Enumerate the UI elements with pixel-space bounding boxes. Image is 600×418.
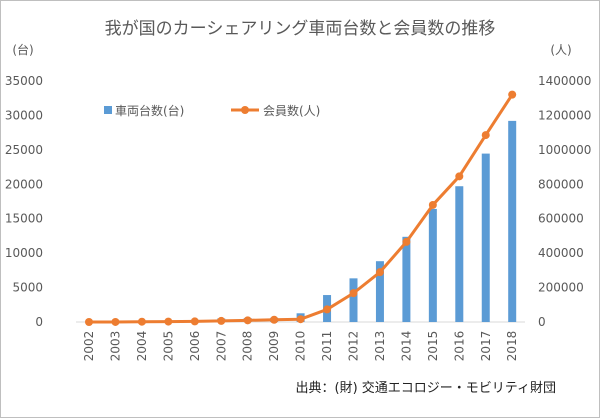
left-tick-label: 5000 [12,281,43,295]
bar-2012 [349,278,358,322]
bar-2018 [508,120,517,323]
x-tick-label: 2011 [320,331,334,362]
x-tick-label: 2018 [505,331,519,362]
member-point-2007 [217,316,226,325]
member-point-2014 [402,237,411,246]
member-point-2003 [111,317,120,326]
legend-bar-swatch [104,106,112,114]
bar-2017 [481,153,490,322]
x-tick-label: 2009 [267,331,281,362]
member-point-2011 [323,305,332,314]
member-point-2008 [243,316,252,325]
x-tick-label: 2005 [161,331,175,362]
right-tick-label: 200000 [538,281,584,295]
right-axis-unit: (人) [550,43,571,57]
member-point-2004 [137,317,146,326]
member-point-2012 [349,289,358,298]
x-tick-label: 2012 [347,331,361,362]
member-point-2002 [85,317,93,326]
x-tick-label: 2016 [452,331,466,362]
x-tick-label: 2007 [214,331,228,362]
x-tick-label: 2017 [479,331,493,362]
left-axis-unit: (台) [12,42,33,57]
x-tick-label: 2010 [294,331,308,362]
member-point-2005 [164,317,173,326]
legend-bar-label: 車両台数(台) [115,103,184,118]
bar-2014 [402,236,411,322]
member-point-2010 [296,315,305,324]
member-point-2017 [481,131,490,140]
left-tick-label: 10000 [5,246,43,260]
x-tick-label: 2004 [135,331,149,362]
x-tick-label: 2002 [82,331,96,362]
member-point-2016 [455,172,464,181]
left-tick-label: 20000 [5,177,43,191]
right-tick-label: 1200000 [538,108,591,122]
left-tick-label: 30000 [5,108,43,122]
x-tick-label: 2006 [188,331,202,362]
bar-2013 [375,261,384,322]
member-point-2006 [190,317,199,326]
x-tick-label: 2015 [426,331,440,362]
bar-2015 [428,208,437,322]
member-line [88,93,514,324]
member-point-2009 [270,315,279,324]
right-tick-label: 600000 [538,212,584,226]
right-tick-label: 1000000 [538,143,591,157]
x-tick-label: 2003 [108,331,122,362]
legend-line-label: 会員数(人) [263,103,320,118]
legend-line-marker [241,106,249,114]
member-point-2015 [428,200,437,209]
left-tick-label: 0 [35,315,43,329]
legend: 車両台数(台) 会員数(人) [104,103,320,118]
left-tick-label: 25000 [5,143,43,157]
left-tick-label: 35000 [5,74,43,88]
bar-2016 [455,186,464,322]
right-tick-label: 0 [538,315,546,329]
x-tick-label: 2013 [373,331,387,362]
member-point-2018 [508,90,517,99]
x-tick-label: 2014 [399,331,413,362]
left-tick-label: 15000 [5,212,43,226]
member-point-2013 [375,268,384,277]
chart-title: 我が国のカーシェアリング車両台数と会員数の推移 [105,19,496,39]
right-tick-label: 400000 [538,246,584,260]
right-tick-label: 1400000 [538,74,591,88]
right-tick-label: 800000 [538,177,584,191]
source-note: 出典：(財) 交通エコロジー・モビリティ財団 [296,380,557,396]
x-tick-label: 2008 [241,331,255,362]
